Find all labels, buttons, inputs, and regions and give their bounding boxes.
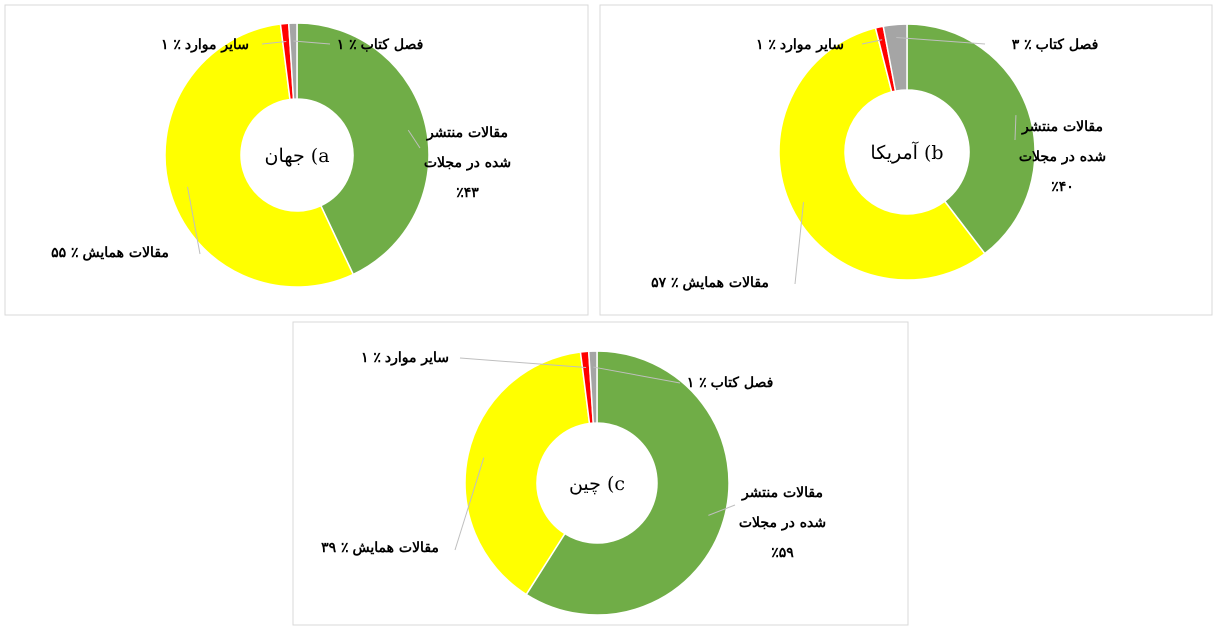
value-label: ٪ ۵۷: [651, 275, 679, 291]
value-label: ٪ ۳: [1011, 37, 1032, 53]
data-label: مقالات منتشر شده در مجلات ٪۴۳: [420, 118, 515, 208]
leader-line: [708, 504, 736, 516]
data-label: مقالات منتشر شده در مجلات ٪۵۹: [735, 478, 830, 568]
leader-line: [261, 41, 287, 45]
slice: [882, 23, 908, 92]
chart-title: b) آمریکا: [870, 141, 943, 164]
value-label: ٪ ۵۵: [51, 245, 79, 261]
data-label: مقالات همایش٪ ۵۵: [20, 238, 200, 268]
value-label: ٪ ۱: [336, 37, 357, 53]
category-label: سایر موارد: [384, 350, 450, 366]
value-label: ٪ ۳۹: [321, 540, 349, 556]
leader-line: [407, 129, 421, 149]
leader-line: [794, 202, 804, 285]
value-label: ٪ ۱: [360, 350, 381, 366]
leader-line: [454, 457, 485, 551]
slice: [587, 350, 598, 424]
slice: [464, 351, 591, 596]
value-label: ٪ ۱: [686, 375, 707, 391]
category-label: فصل کتاب: [1035, 37, 1099, 53]
data-label: فصل کتاب٪ ۱: [330, 30, 430, 60]
category-label: سایر موارد: [779, 37, 845, 53]
value-label: ٪۴۰: [1051, 179, 1074, 195]
category-label: مقالات منتشر شده در مجلات: [738, 485, 827, 531]
slice: [296, 22, 430, 276]
value-label: ٪ ۱: [755, 37, 776, 53]
data-label: فصل کتاب٪ ۱: [680, 368, 780, 398]
data-label: سایر موارد٪ ۱: [150, 30, 260, 60]
leader-line: [1014, 115, 1017, 141]
chart-title: a) جهان: [264, 145, 329, 167]
value-label: ٪ ۱: [160, 37, 181, 53]
leader-line: [459, 357, 587, 369]
leader-line: [593, 366, 681, 384]
category-label: فصل کتاب: [360, 37, 424, 53]
panel: [599, 4, 1213, 316]
slice: [164, 23, 355, 288]
data-label: سایر موارد٪ ۱: [350, 343, 460, 373]
leader-line: [896, 37, 986, 45]
category-label: مقالات منتشر شده در مجلات: [423, 125, 512, 171]
slice: [287, 22, 298, 100]
leader-line: [293, 40, 331, 45]
value-label: ٪۵۹: [771, 545, 794, 561]
panel: [4, 4, 589, 316]
category-label: سایر موارد: [184, 37, 250, 53]
panel: [292, 321, 909, 626]
data-label: مقالات همایش٪ ۵۷: [625, 268, 795, 298]
chart-title: c) چین: [569, 473, 625, 495]
category-label: مقالات همایش: [82, 245, 169, 261]
slice: [525, 350, 730, 616]
leader-line: [861, 39, 883, 45]
slice: [778, 27, 986, 281]
value-label: ٪۴۳: [456, 185, 479, 201]
data-label: مقالات منتشر شده در مجلات ٪۴۰: [1015, 112, 1110, 202]
slice: [906, 23, 1036, 255]
data-label: فصل کتاب٪ ۳: [985, 30, 1125, 60]
category-label: فصل کتاب: [710, 375, 774, 391]
leader-line: [187, 186, 201, 255]
category-label: مقالات همایش: [682, 275, 769, 291]
category-label: مقالات منتشر شده در مجلات: [1018, 119, 1107, 165]
data-label: سایر موارد٪ ۱: [745, 30, 855, 60]
data-label: مقالات همایش٪ ۳۹: [305, 533, 455, 563]
category-label: مقالات همایش: [352, 540, 439, 556]
